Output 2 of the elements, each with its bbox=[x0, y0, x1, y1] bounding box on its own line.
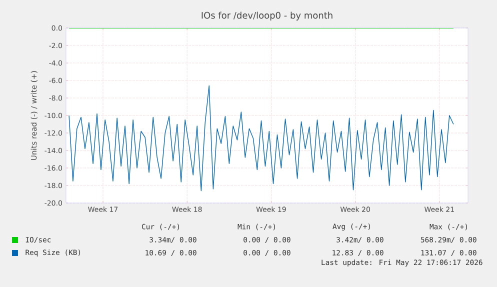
chart-title: IOs for /dev/loop0 - by month bbox=[202, 12, 332, 20]
line-series bbox=[68, 85, 454, 192]
